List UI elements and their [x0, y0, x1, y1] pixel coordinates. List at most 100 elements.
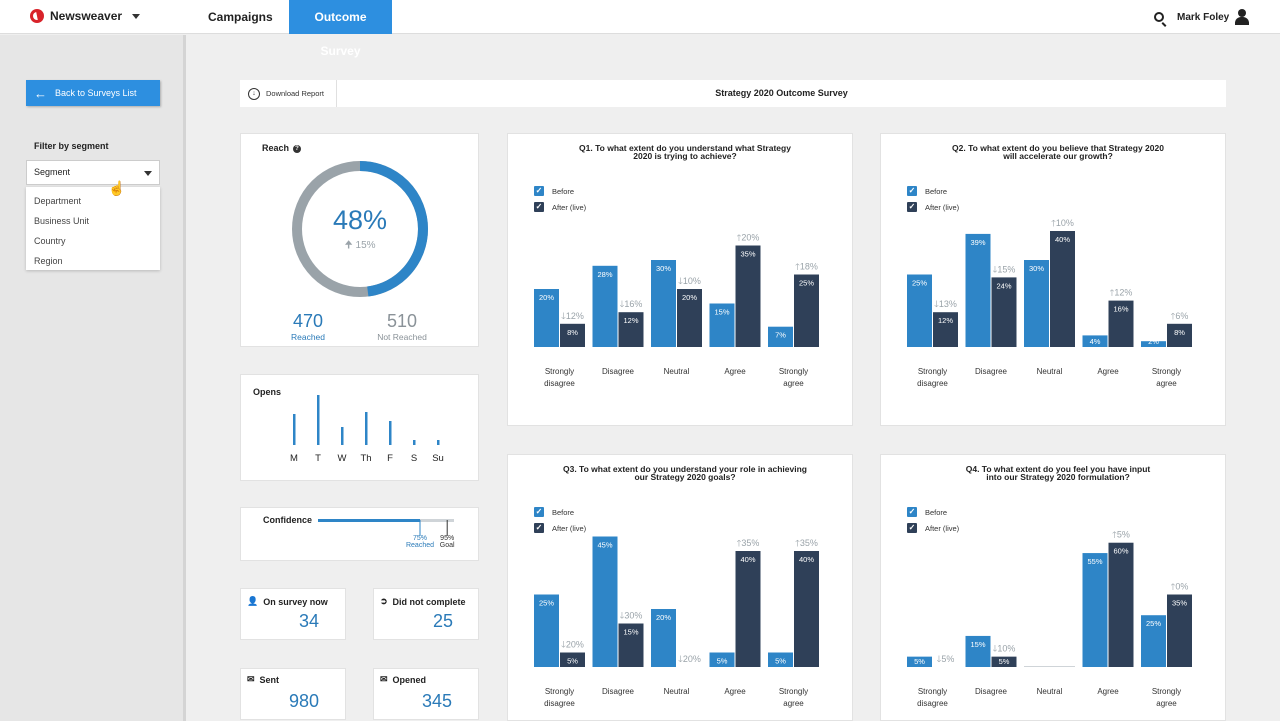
bar-before[interactable]	[534, 289, 559, 347]
bar-after[interactable]	[560, 652, 585, 668]
user-icon[interactable]	[1235, 9, 1249, 25]
on-survey-card	[240, 588, 346, 640]
bar-before[interactable]	[907, 656, 932, 667]
help-icon[interactable]: ?	[293, 145, 302, 153]
tab-outcome-survey[interactable]: Outcome Survey	[289, 0, 392, 58]
bar-after[interactable]	[735, 551, 761, 667]
segment-option-department[interactable]: Department	[34, 196, 82, 206]
q3-legend-after[interactable]: ✓ After (live)	[534, 523, 586, 533]
segment-select[interactable]: Segment	[26, 160, 160, 185]
bar-before-value: 20%	[539, 293, 554, 302]
bar-after[interactable]	[1167, 594, 1192, 668]
user-name[interactable]: Mark Foley	[1177, 12, 1230, 23]
checkbox-checked-icon[interactable]: ✓	[907, 507, 917, 517]
q4-title-line2: into our Strategy 2020 formulation?	[986, 472, 1130, 482]
segment-option-business-unit[interactable]: Business Unit	[34, 216, 90, 226]
reach-title: Reach?	[262, 143, 302, 153]
segment-option-region[interactable]: Region	[34, 256, 63, 266]
bar-after[interactable]	[933, 312, 958, 347]
bar-after[interactable]	[735, 245, 761, 348]
bar-before[interactable]	[592, 536, 618, 668]
opened-card	[373, 668, 479, 720]
bar-after-value: 12%	[623, 316, 638, 325]
chevron-down-icon	[132, 13, 141, 19]
bar-after[interactable]	[618, 312, 644, 347]
segment-option-country[interactable]: Country	[34, 236, 66, 246]
brand-menu[interactable]: Newsweaver	[30, 9, 141, 23]
q3-legend-before[interactable]: ✓ Before	[534, 507, 574, 517]
bar-before[interactable]	[1082, 335, 1108, 347]
change-indicator: 🡓13%	[934, 299, 957, 309]
category-label: Neutral	[664, 367, 690, 376]
bar-before[interactable]	[907, 274, 932, 348]
category-label: agree	[1156, 699, 1177, 708]
bar-after-value: 8%	[567, 328, 578, 337]
legend-label: Before	[552, 507, 575, 517]
checkbox-checked-icon[interactable]: ✓	[534, 523, 544, 533]
checkbox-checked-icon[interactable]: ✓	[534, 202, 544, 212]
q4-legend-after[interactable]: ✓ After (live)	[907, 523, 959, 533]
back-to-surveys-button[interactable]: ← Back to Surveys List	[26, 80, 160, 106]
opens-chart	[293, 395, 440, 445]
tab-campaigns[interactable]: Campaigns	[208, 10, 273, 24]
q4-title-line1: Q4. To what extent do you feel you have …	[965, 464, 1151, 474]
bar-before[interactable]	[768, 652, 793, 668]
checkbox-checked-icon[interactable]: ✓	[907, 186, 917, 196]
bar-before[interactable]	[592, 265, 618, 347]
change-indicator: 🡑35%	[795, 538, 818, 548]
did-not-complete-value: 25	[432, 611, 454, 631]
bar-before[interactable]	[534, 594, 559, 668]
bar-after[interactable]	[1108, 542, 1134, 667]
checkbox-checked-icon[interactable]: ✓	[907, 523, 917, 533]
on-survey-title: 👤 On survey now	[247, 596, 328, 607]
opens-day-label: F	[387, 453, 393, 464]
q1-legend-after[interactable]: ✓ After (live)	[534, 202, 586, 212]
bar-before[interactable]	[1141, 615, 1166, 667]
category-label: Strongly	[779, 687, 808, 696]
bar-before[interactable]	[1082, 553, 1108, 667]
bar-after-value: 35%	[1172, 599, 1187, 608]
bar-after[interactable]	[794, 274, 819, 348]
category-label: Disagree	[975, 687, 1008, 696]
bar-before[interactable]	[768, 326, 793, 347]
category-label: Strongly	[1152, 367, 1181, 376]
opens-day-label: Th	[360, 453, 372, 464]
checkbox-checked-icon[interactable]: ✓	[534, 507, 544, 517]
bar-after-value: 12%	[938, 316, 953, 325]
bar-before[interactable]	[651, 609, 676, 667]
q2-legend-after[interactable]: ✓ After (live)	[907, 202, 959, 212]
did-not-complete-card	[373, 588, 479, 640]
bar-before[interactable]	[709, 652, 735, 668]
change-indicator: 🡑12%	[1110, 288, 1133, 298]
q4-legend-before[interactable]: ✓ Before	[907, 507, 947, 517]
q4-card	[880, 454, 1226, 721]
legend-label: After (live)	[552, 202, 587, 212]
bar-after[interactable]	[1108, 300, 1134, 347]
bar-after[interactable]	[991, 656, 1017, 667]
bar-before[interactable]	[965, 635, 991, 667]
download-report-button[interactable]: ↓ Download Report	[240, 80, 337, 107]
checkbox-checked-icon[interactable]: ✓	[534, 186, 544, 196]
bar-after[interactable]	[560, 323, 585, 347]
bar-before[interactable]	[965, 233, 991, 347]
bar-after[interactable]	[794, 551, 819, 667]
q2-legend-before[interactable]: ✓ Before	[907, 186, 947, 196]
bar-after[interactable]	[618, 623, 644, 668]
checkbox-checked-icon[interactable]: ✓	[907, 202, 917, 212]
bar-before[interactable]	[1024, 260, 1049, 347]
sent-label: Sent	[259, 674, 280, 685]
reach-donut	[292, 161, 428, 297]
bar-after[interactable]	[991, 277, 1017, 347]
bar-after[interactable]	[1050, 231, 1075, 347]
bar-before[interactable]	[1141, 341, 1166, 347]
search-icon[interactable]	[1154, 12, 1164, 22]
opens-card	[240, 374, 479, 481]
bar-before[interactable]	[709, 303, 735, 348]
bar-before[interactable]	[651, 260, 676, 347]
bar-before-value: 55%	[1087, 557, 1102, 566]
q2-title-line1: Q2. To what extent do you believe that S…	[952, 143, 1164, 153]
bar-after[interactable]	[1167, 323, 1192, 347]
q1-legend-before[interactable]: ✓ Before	[534, 186, 574, 196]
q4-title: Q4. To what extent do you feel you have …	[880, 464, 1236, 482]
bar-after[interactable]	[677, 289, 702, 347]
